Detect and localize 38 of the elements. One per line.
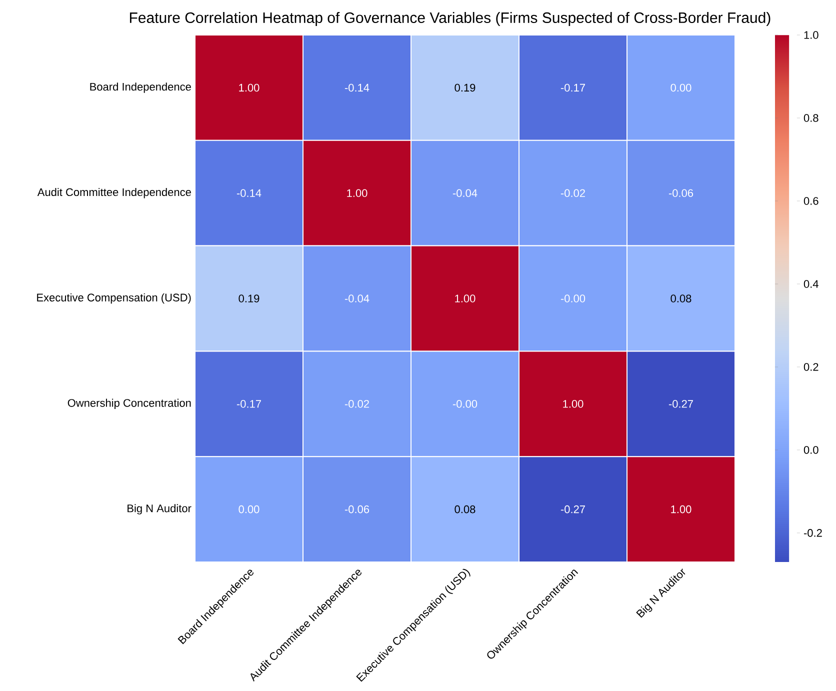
- data-label: 0.08: [454, 505, 476, 514]
- data-label: -0.00: [560, 294, 586, 302]
- data-label: 1.00: [563, 400, 584, 408]
- data-label: 0.08: [670, 294, 692, 302]
- data-label: -0.04: [344, 294, 370, 302]
- data-label: 0.00: [670, 84, 692, 92]
- data-label: -0.04: [452, 189, 478, 197]
- color-bar-label: 0.4: [804, 280, 818, 288]
- data-label: -0.27: [560, 505, 585, 514]
- data-label: -0.06: [668, 189, 694, 197]
- y-tick-label: Audit Committee Independence: [37, 188, 191, 198]
- color-bar-label: 0.2: [804, 363, 818, 371]
- data-label: 1.00: [239, 84, 260, 92]
- data-label: -0.02: [344, 400, 369, 408]
- data-label: -0.17: [236, 400, 261, 408]
- data-label: -0.17: [560, 84, 585, 92]
- y-tick-label: Ownership Concentration: [68, 398, 191, 410]
- data-label: 1.00: [347, 189, 368, 197]
- color-bar-label: 0.0: [804, 446, 818, 454]
- color-bar-label: 1.0: [804, 31, 818, 39]
- y-tick-label: Board Independence: [90, 82, 191, 93]
- data-label: -0.00: [452, 400, 478, 408]
- color-bar-label: -0.2: [804, 529, 822, 537]
- data-label: -0.27: [668, 400, 693, 408]
- data-label: -0.14: [344, 84, 370, 92]
- color-bar-label: 0.6: [804, 197, 818, 205]
- chart-title: Feature Correlation Heatmap of Governance Variables (Firms Suspected of Cross-Border Fraud): [130, 12, 770, 26]
- data-label: -0.14: [236, 189, 262, 197]
- data-label: -0.06: [344, 505, 370, 514]
- data-label: 0.19: [454, 84, 476, 92]
- data-label: 0.19: [238, 294, 260, 302]
- color-bar-label: 0.8: [804, 114, 818, 122]
- y-tick-label: Big N Auditor: [128, 504, 192, 514]
- data-label: 1.00: [671, 505, 692, 514]
- data-label: 0.00: [238, 505, 260, 514]
- y-tick-label: Executive Compensation (USD): [37, 293, 191, 304]
- data-label: -0.02: [560, 189, 585, 197]
- data-label: 1.00: [455, 294, 476, 302]
